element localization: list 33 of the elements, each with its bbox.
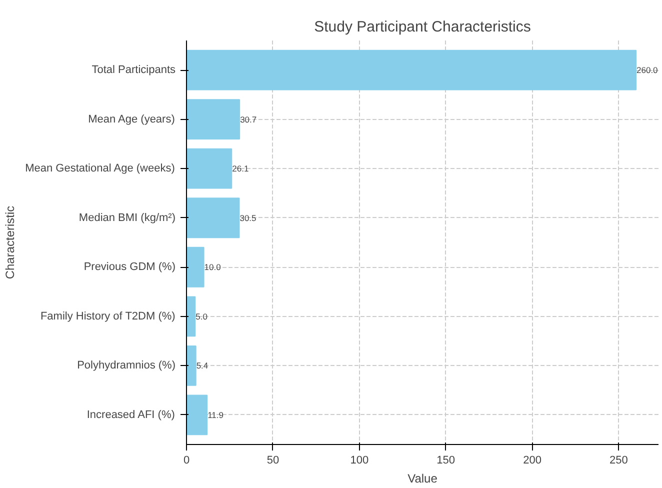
y-tick-label: Total Participants (92, 64, 176, 76)
data-label: 5.4 (196, 360, 208, 371)
x-tick-label: 0 (183, 454, 190, 466)
bar (186, 198, 240, 238)
y-tick-label: Median BMI (kg/m²) (78, 212, 176, 224)
y-tick-label: Mean Gestational Age (weeks) (25, 162, 175, 175)
x-tick-label: 100 (350, 454, 369, 466)
bar (186, 148, 232, 189)
data-label: 260.0 (636, 65, 658, 76)
x-tick-label: 50 (266, 454, 280, 466)
data-label: 26.1 (232, 164, 249, 174)
x-tick-label: 200 (523, 454, 542, 466)
y-axis-title: Characteristic (3, 206, 18, 280)
y-tick-label: Increased AFI (%) (86, 408, 175, 421)
bar (186, 50, 637, 90)
bar (186, 394, 208, 436)
data-label: 30.7 (240, 114, 257, 124)
y-tick-label: Family History of T2DM (%) (40, 310, 176, 322)
y-tick-label: Mean Age (years) (88, 113, 175, 126)
bar (186, 345, 196, 386)
data-label: 11.9 (208, 410, 224, 420)
data-label: 10.0 (204, 262, 222, 272)
x-tick-label: 150 (436, 454, 456, 466)
data-label: 5.0 (196, 311, 208, 322)
x-tick-label: 250 (610, 454, 628, 466)
bar (186, 296, 196, 337)
bar (186, 99, 240, 140)
y-tick-label: Polyhydramnios (%) (77, 360, 176, 372)
data-label: 30.5 (240, 212, 257, 223)
bar (186, 246, 204, 288)
x-axis-title: Value (408, 472, 438, 486)
y-tick-label: Previous GDM (%) (84, 261, 176, 274)
chart-title: Study Participant Characteristics (314, 18, 531, 36)
